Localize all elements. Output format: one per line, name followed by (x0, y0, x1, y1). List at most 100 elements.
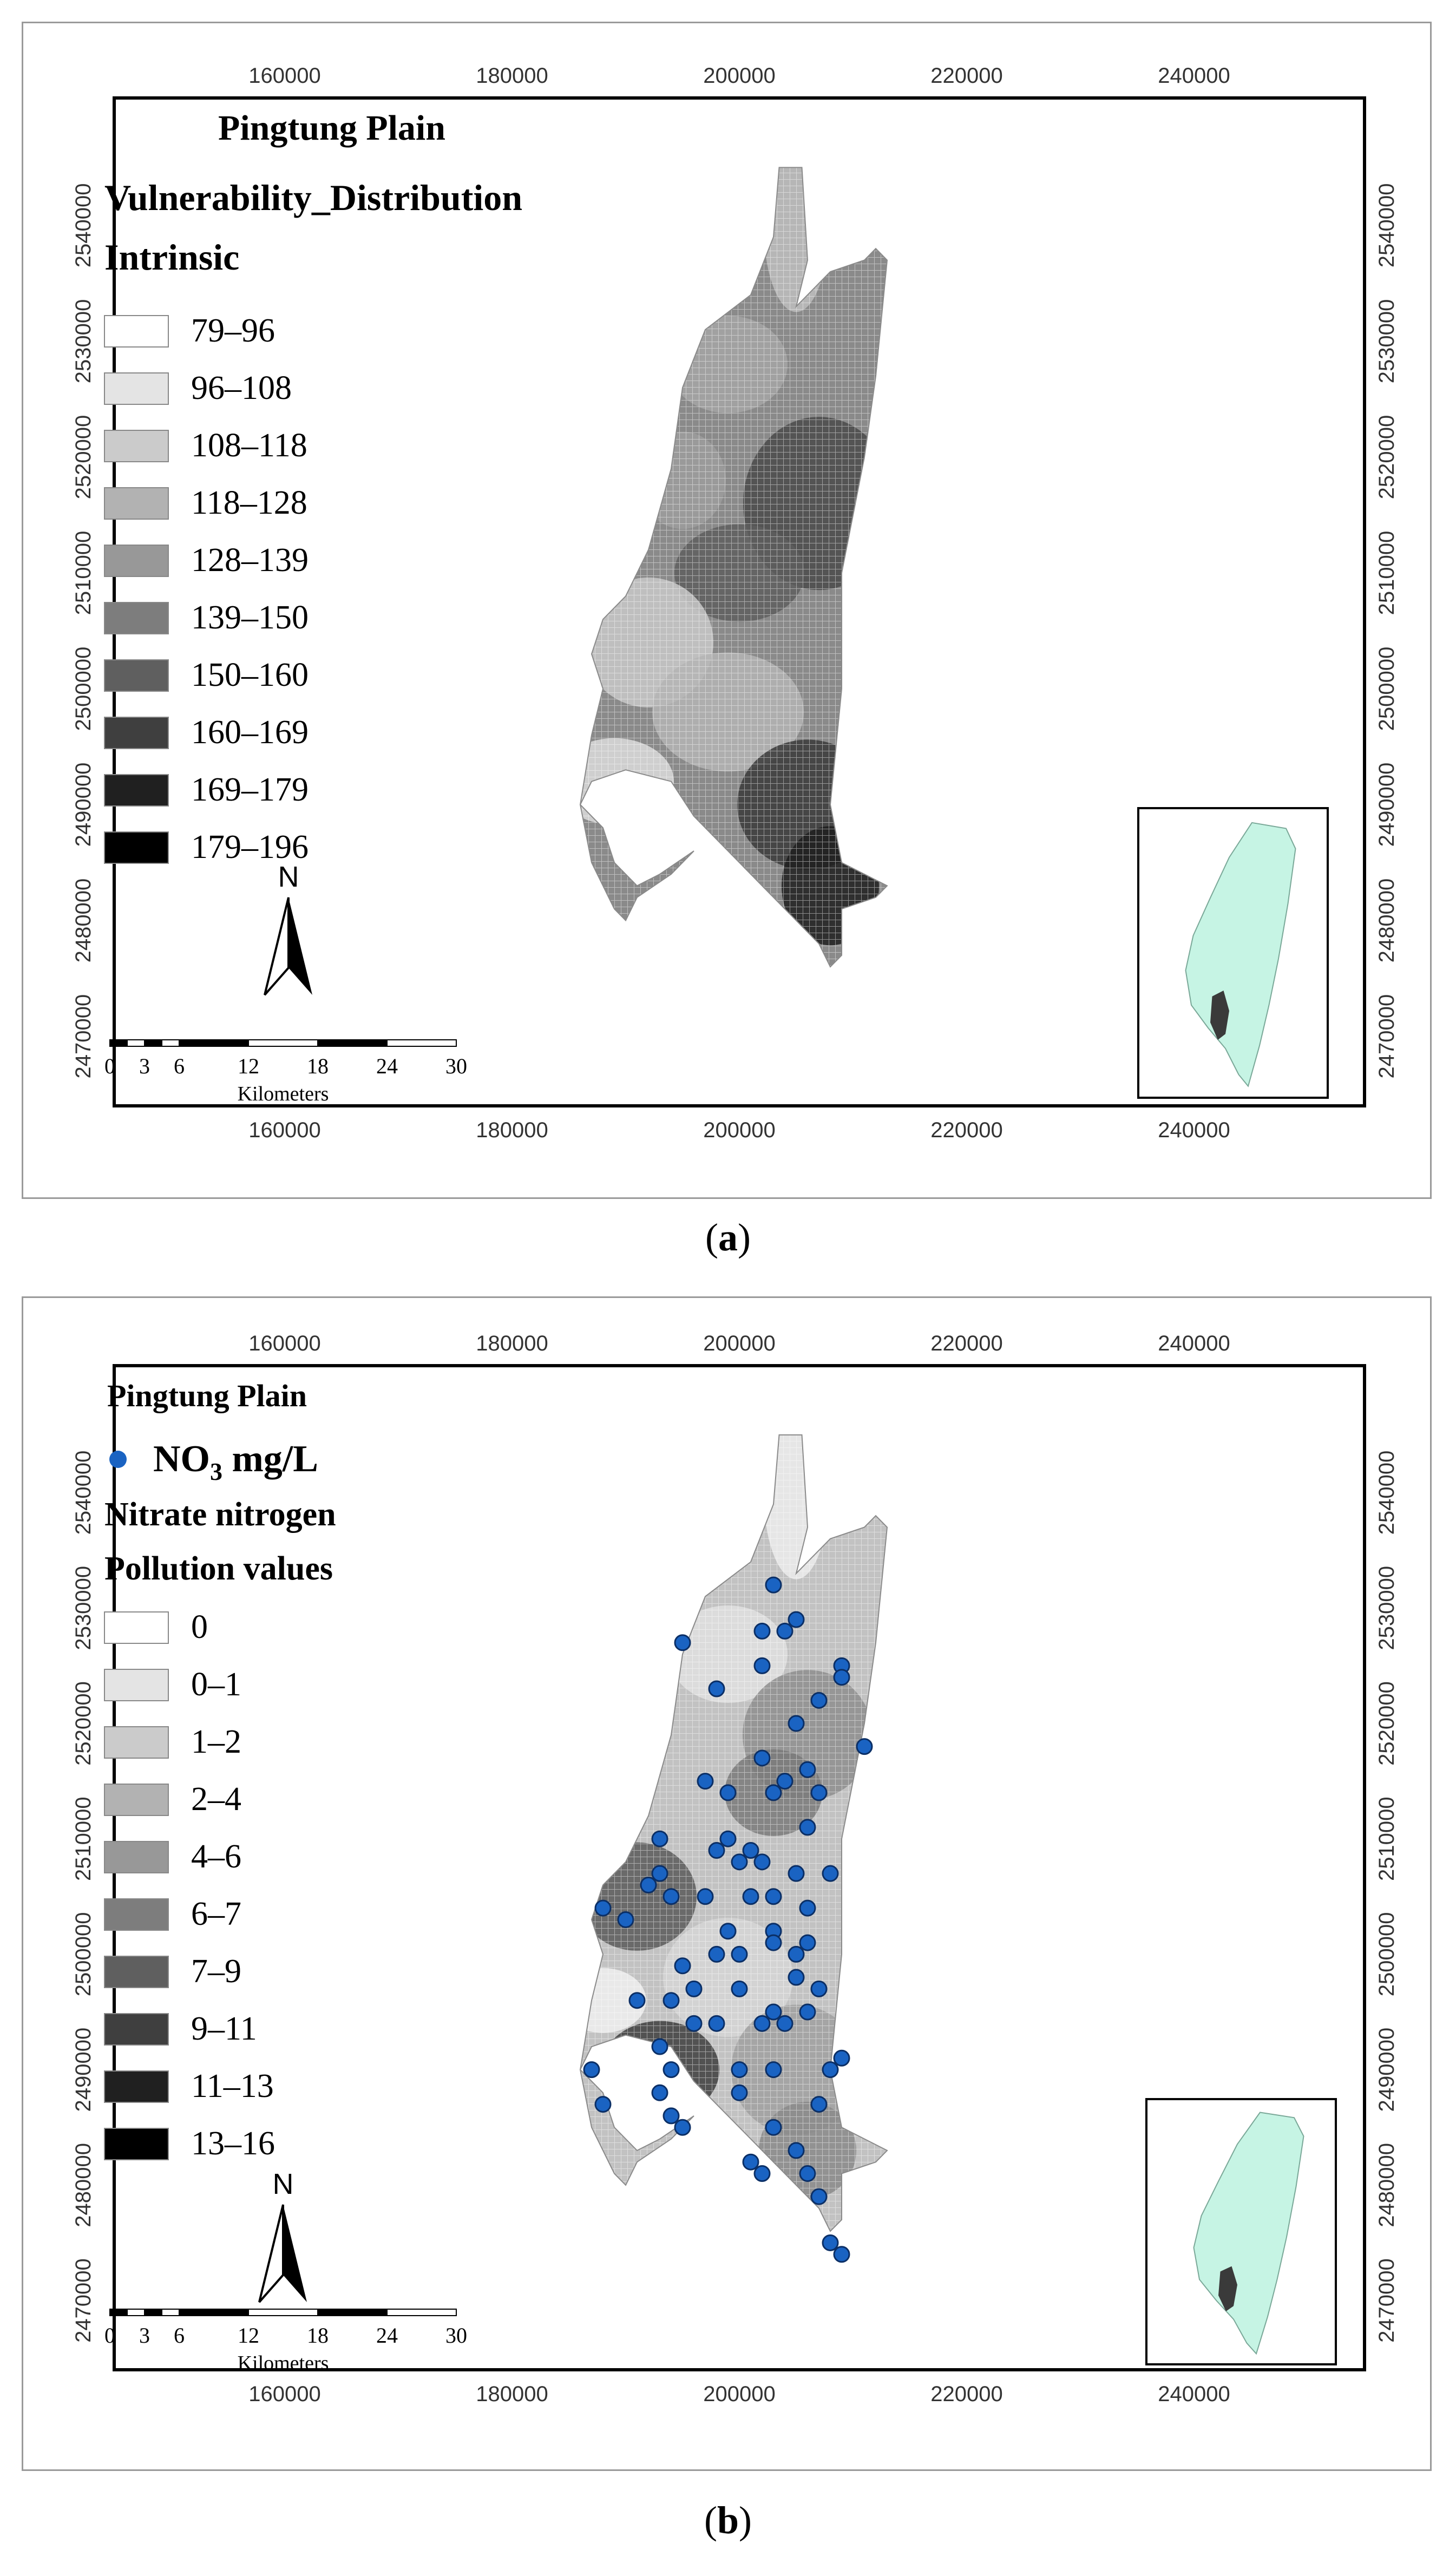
well-point (640, 1876, 657, 1893)
legend-swatch (104, 831, 169, 864)
well-point (753, 2015, 771, 2032)
scale-bar-tick: 18 (307, 1054, 329, 1078)
well-point (663, 2107, 680, 2125)
scale-bar-tick: 3 (139, 2323, 150, 2348)
well-point (742, 1888, 759, 1905)
y-tick-label-left: 2530000 (71, 1566, 95, 1650)
y-tick-label-right: 2490000 (1375, 763, 1399, 847)
well-point (708, 2015, 725, 2032)
legend-title: Pingtung Plain (107, 1378, 307, 1413)
well-point (719, 1830, 737, 1847)
y-tick-label-left: 2490000 (71, 2028, 95, 2112)
scale-bar-segment (317, 1039, 388, 1047)
legend-swatch (104, 372, 169, 405)
well-point (776, 1773, 793, 1790)
scale-bar-tick: 12 (238, 2323, 259, 2348)
well-point (765, 1888, 782, 1905)
x-tick-label-bottom: 180000 (476, 1118, 548, 1142)
legend-swatch (104, 1898, 169, 1931)
y-tick-label-left: 2500000 (71, 647, 95, 731)
well-point (833, 2049, 850, 2067)
unit-text: mg/L (222, 1438, 318, 1480)
well-point (788, 1715, 805, 1732)
well-point (742, 1842, 759, 1859)
scale-bar-segment (317, 2309, 388, 2316)
legend-swatch (104, 1669, 169, 1701)
y-tick-label-left: 2500000 (71, 1912, 95, 1997)
well-point (788, 2142, 805, 2159)
legend-label: 4–6 (191, 1838, 241, 1875)
y-tick-label-left: 2530000 (71, 299, 95, 384)
well-point (822, 2234, 839, 2251)
legend-label: 96–108 (191, 370, 292, 407)
x-tick-label-bottom: 200000 (703, 2382, 775, 2406)
well-point (799, 2165, 816, 2182)
well-point (742, 2153, 759, 2171)
well-point (663, 1992, 680, 2009)
well-point (594, 2096, 612, 2113)
scale-bar-tick: 24 (376, 1054, 398, 1078)
y-tick-label-right: 2510000 (1375, 1797, 1399, 1881)
scale-bar-segment (248, 1039, 318, 1047)
well-point (663, 1888, 680, 1905)
legend-swatch (104, 545, 169, 577)
map-panel-a: 160000 160000 180000 180000 200000 200000 2200… (22, 22, 1432, 1199)
scale-bar-segment (386, 2309, 457, 2316)
scale-bar-segment (161, 1039, 180, 1047)
legend-heading: Intrinsic (104, 237, 239, 278)
well-point (776, 2015, 793, 2032)
legend-swatch (104, 430, 169, 462)
legend-label: 0–1 (191, 1666, 241, 1703)
legend-label: 13–16 (191, 2125, 275, 2162)
caption-letter-b: b (717, 2499, 739, 2542)
legend-label: 160–169 (191, 714, 309, 751)
legend-label: 0 (191, 1609, 208, 1646)
well-point (810, 2096, 828, 2113)
legend-label: 179–196 (191, 829, 309, 866)
well-point (731, 2084, 748, 2101)
legend-label: 2–4 (191, 1781, 241, 1818)
well-point (731, 1853, 748, 1871)
scale-bar-segment (144, 1039, 162, 1047)
well-point (788, 1611, 805, 1628)
scale-bar-unit: Kilometers (238, 2352, 329, 2375)
legend-swatch (104, 2128, 169, 2160)
y-tick-label-left: 2520000 (71, 415, 95, 500)
well-point (799, 1761, 816, 1778)
well-point (810, 1692, 828, 1709)
well-point (810, 1784, 828, 1801)
legend-swatch (104, 1841, 169, 1873)
well-point (765, 1934, 782, 1951)
scale-bar-tick: 6 (174, 2323, 185, 2348)
well-point (765, 1784, 782, 1801)
y-tick-label-right: 2510000 (1375, 531, 1399, 615)
x-tick-label-bottom: 200000 (703, 1118, 775, 1142)
well-point (685, 1980, 703, 1997)
scale-bar-tick: 18 (307, 2323, 329, 2348)
well-point (708, 1842, 725, 1859)
scale-bar-segment (161, 2309, 180, 2316)
well-legend-symbol (109, 1451, 127, 1468)
legend-swatch (104, 1611, 169, 1644)
legend-swatch (104, 2070, 169, 2103)
legend-label: 150–160 (191, 657, 309, 693)
well-point (833, 1669, 850, 1686)
well-point (651, 2084, 668, 2101)
well-point (731, 2061, 748, 2079)
scale-bar-tick: 6 (174, 1054, 185, 1078)
x-tick-label-bottom: 220000 (930, 1118, 1002, 1142)
well-point (697, 1888, 714, 1905)
caption-b: (b) (704, 2499, 752, 2542)
well-point (731, 1980, 748, 1997)
y-tick-label-right: 2530000 (1375, 299, 1399, 384)
x-tick-label-top: 240000 (1158, 1332, 1230, 1355)
y-tick-label-right: 2520000 (1375, 415, 1399, 500)
well-point (765, 2061, 782, 2079)
north-arrow-icon-fill (283, 2205, 307, 2302)
legend-line-nitrate: Nitrate nitrogen (104, 1496, 336, 1533)
well-point (708, 1945, 725, 1963)
x-tick-label-bottom: 180000 (476, 2382, 548, 2406)
inset-study-area (1210, 991, 1229, 1040)
well-point (685, 2015, 703, 2032)
well-point (765, 2119, 782, 2136)
